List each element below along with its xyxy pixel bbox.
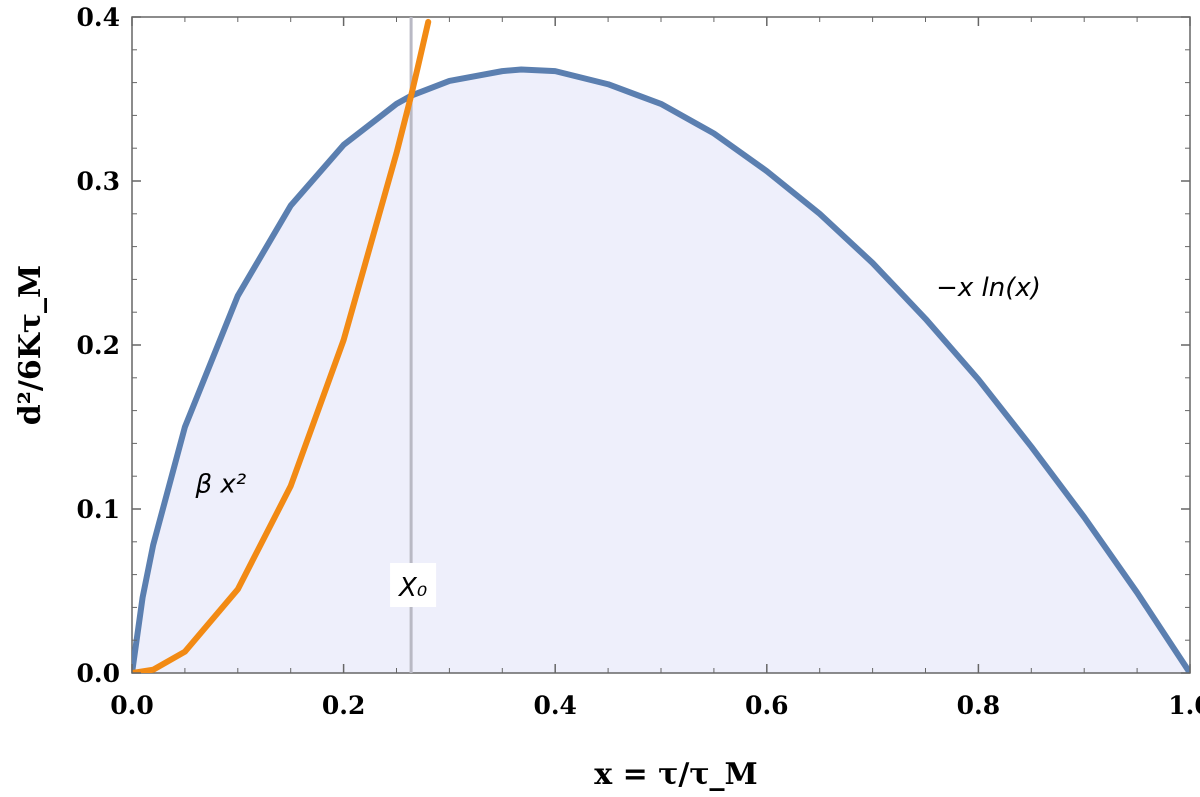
area-fill-0	[132, 69, 1190, 673]
curve-annotation-0: −x ln(x)	[936, 273, 1041, 303]
x-tick-label: 0.2	[322, 691, 366, 720]
x-tick-label: 0.6	[745, 691, 789, 720]
x-tick-label: 0.4	[533, 691, 577, 720]
series-line-0	[132, 66, 1190, 673]
y-axis-title: d²/6Kτ_M	[13, 265, 48, 425]
y-tick-label: 0.2	[77, 331, 121, 360]
y-tick-label: 0.0	[77, 659, 121, 688]
x0-label-background	[390, 563, 437, 607]
x-tick-label: 1.0	[1168, 691, 1200, 720]
y-tick-label: 0.3	[77, 167, 121, 196]
series-line-1	[132, 18, 432, 673]
x-tick-label: 0.8	[957, 691, 1001, 720]
x-axis-title: x = τ/τ_M	[594, 757, 757, 792]
y-tick-label: 0.4	[77, 3, 121, 32]
x0-label: X₀	[397, 573, 428, 603]
x-tick-label: 0.0	[110, 691, 154, 720]
curve-annotation-1: β x²	[194, 470, 246, 500]
y-tick-label: 0.1	[77, 495, 121, 524]
